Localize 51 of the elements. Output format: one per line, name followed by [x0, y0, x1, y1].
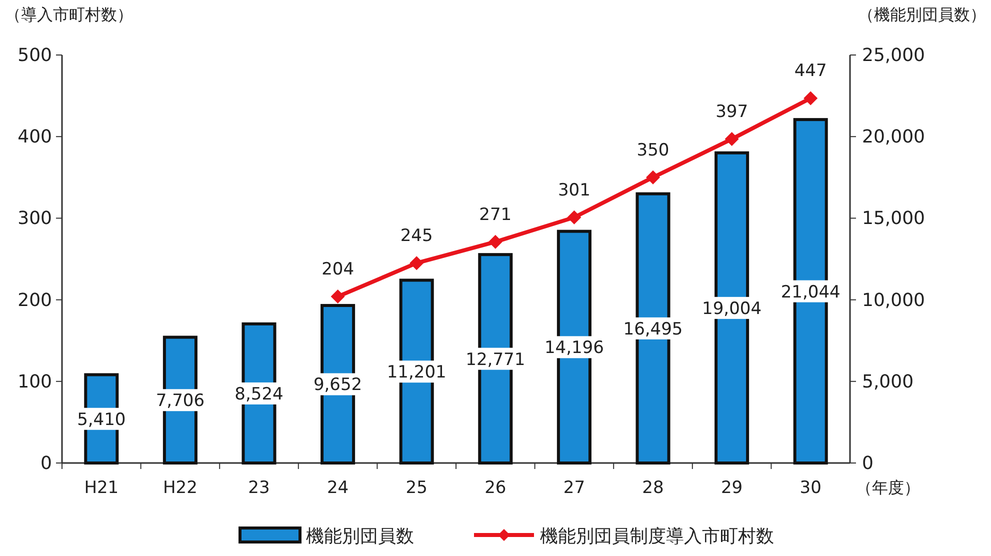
data-label: 16,495	[623, 319, 683, 340]
point	[567, 210, 582, 224]
legend-label: 機能別団員制度導入市町村数	[540, 526, 774, 547]
y-tick-label: 100	[18, 371, 52, 392]
y2-tick-label: 20,000	[862, 126, 925, 148]
x-tick-label: 25	[406, 478, 428, 498]
x-tick-label: 29	[720, 478, 743, 498]
y2-tick-label: 15,000	[862, 208, 925, 230]
y2-axis-title: （機能別団員数）	[858, 5, 986, 24]
data-label: 397	[716, 102, 748, 122]
x-tick-label: H22	[162, 478, 198, 498]
x-tick-label: 28	[642, 478, 664, 498]
data-label: 245	[400, 226, 433, 246]
y-tick-label: 0	[40, 453, 52, 474]
x-tick-label: 24	[326, 478, 349, 498]
point	[724, 132, 739, 146]
y-axis-title: （導入市町村数）	[5, 5, 133, 24]
data-label: 204	[322, 260, 354, 280]
data-label: 350	[636, 140, 670, 160]
data-label: 271	[479, 204, 512, 225]
data-label: 11,201	[386, 362, 446, 383]
y2-tick-label: 5,000	[862, 371, 914, 392]
point	[410, 256, 424, 270]
point	[646, 170, 660, 184]
x-tick-label: 23	[248, 478, 270, 498]
point	[488, 234, 502, 249]
y-tick-label: 400	[18, 126, 52, 148]
y2-tick-label: 25,000	[862, 45, 925, 66]
point	[330, 290, 345, 304]
x-tick-label: 26	[484, 478, 506, 498]
point	[804, 91, 818, 106]
data-label: 19,004	[702, 298, 762, 319]
data-label: 12,771	[466, 350, 526, 370]
y-tick-label: 500	[18, 45, 52, 66]
x-tick-label: 30	[800, 478, 822, 498]
data-label: 5,410	[77, 410, 126, 430]
y2-tick-label: 0	[862, 453, 874, 474]
data-label: 7,706	[156, 391, 205, 412]
data-label: 14,196	[544, 338, 604, 358]
data-label: 21,044	[780, 282, 840, 302]
legend-label: 機能別団員数	[306, 526, 414, 547]
y-tick-label: 300	[18, 208, 52, 230]
data-label: 301	[558, 180, 590, 200]
x-tick-label: 27	[563, 478, 586, 498]
data-label: 447	[794, 61, 827, 82]
data-label: 9,652	[313, 375, 362, 396]
data-label: 8,524	[234, 384, 284, 404]
y-tick-label: 200	[18, 290, 52, 311]
y2-tick-label: 10,000	[862, 290, 925, 311]
x-axis-title: （年度）	[856, 478, 920, 497]
x-tick-label: H21	[84, 478, 119, 498]
